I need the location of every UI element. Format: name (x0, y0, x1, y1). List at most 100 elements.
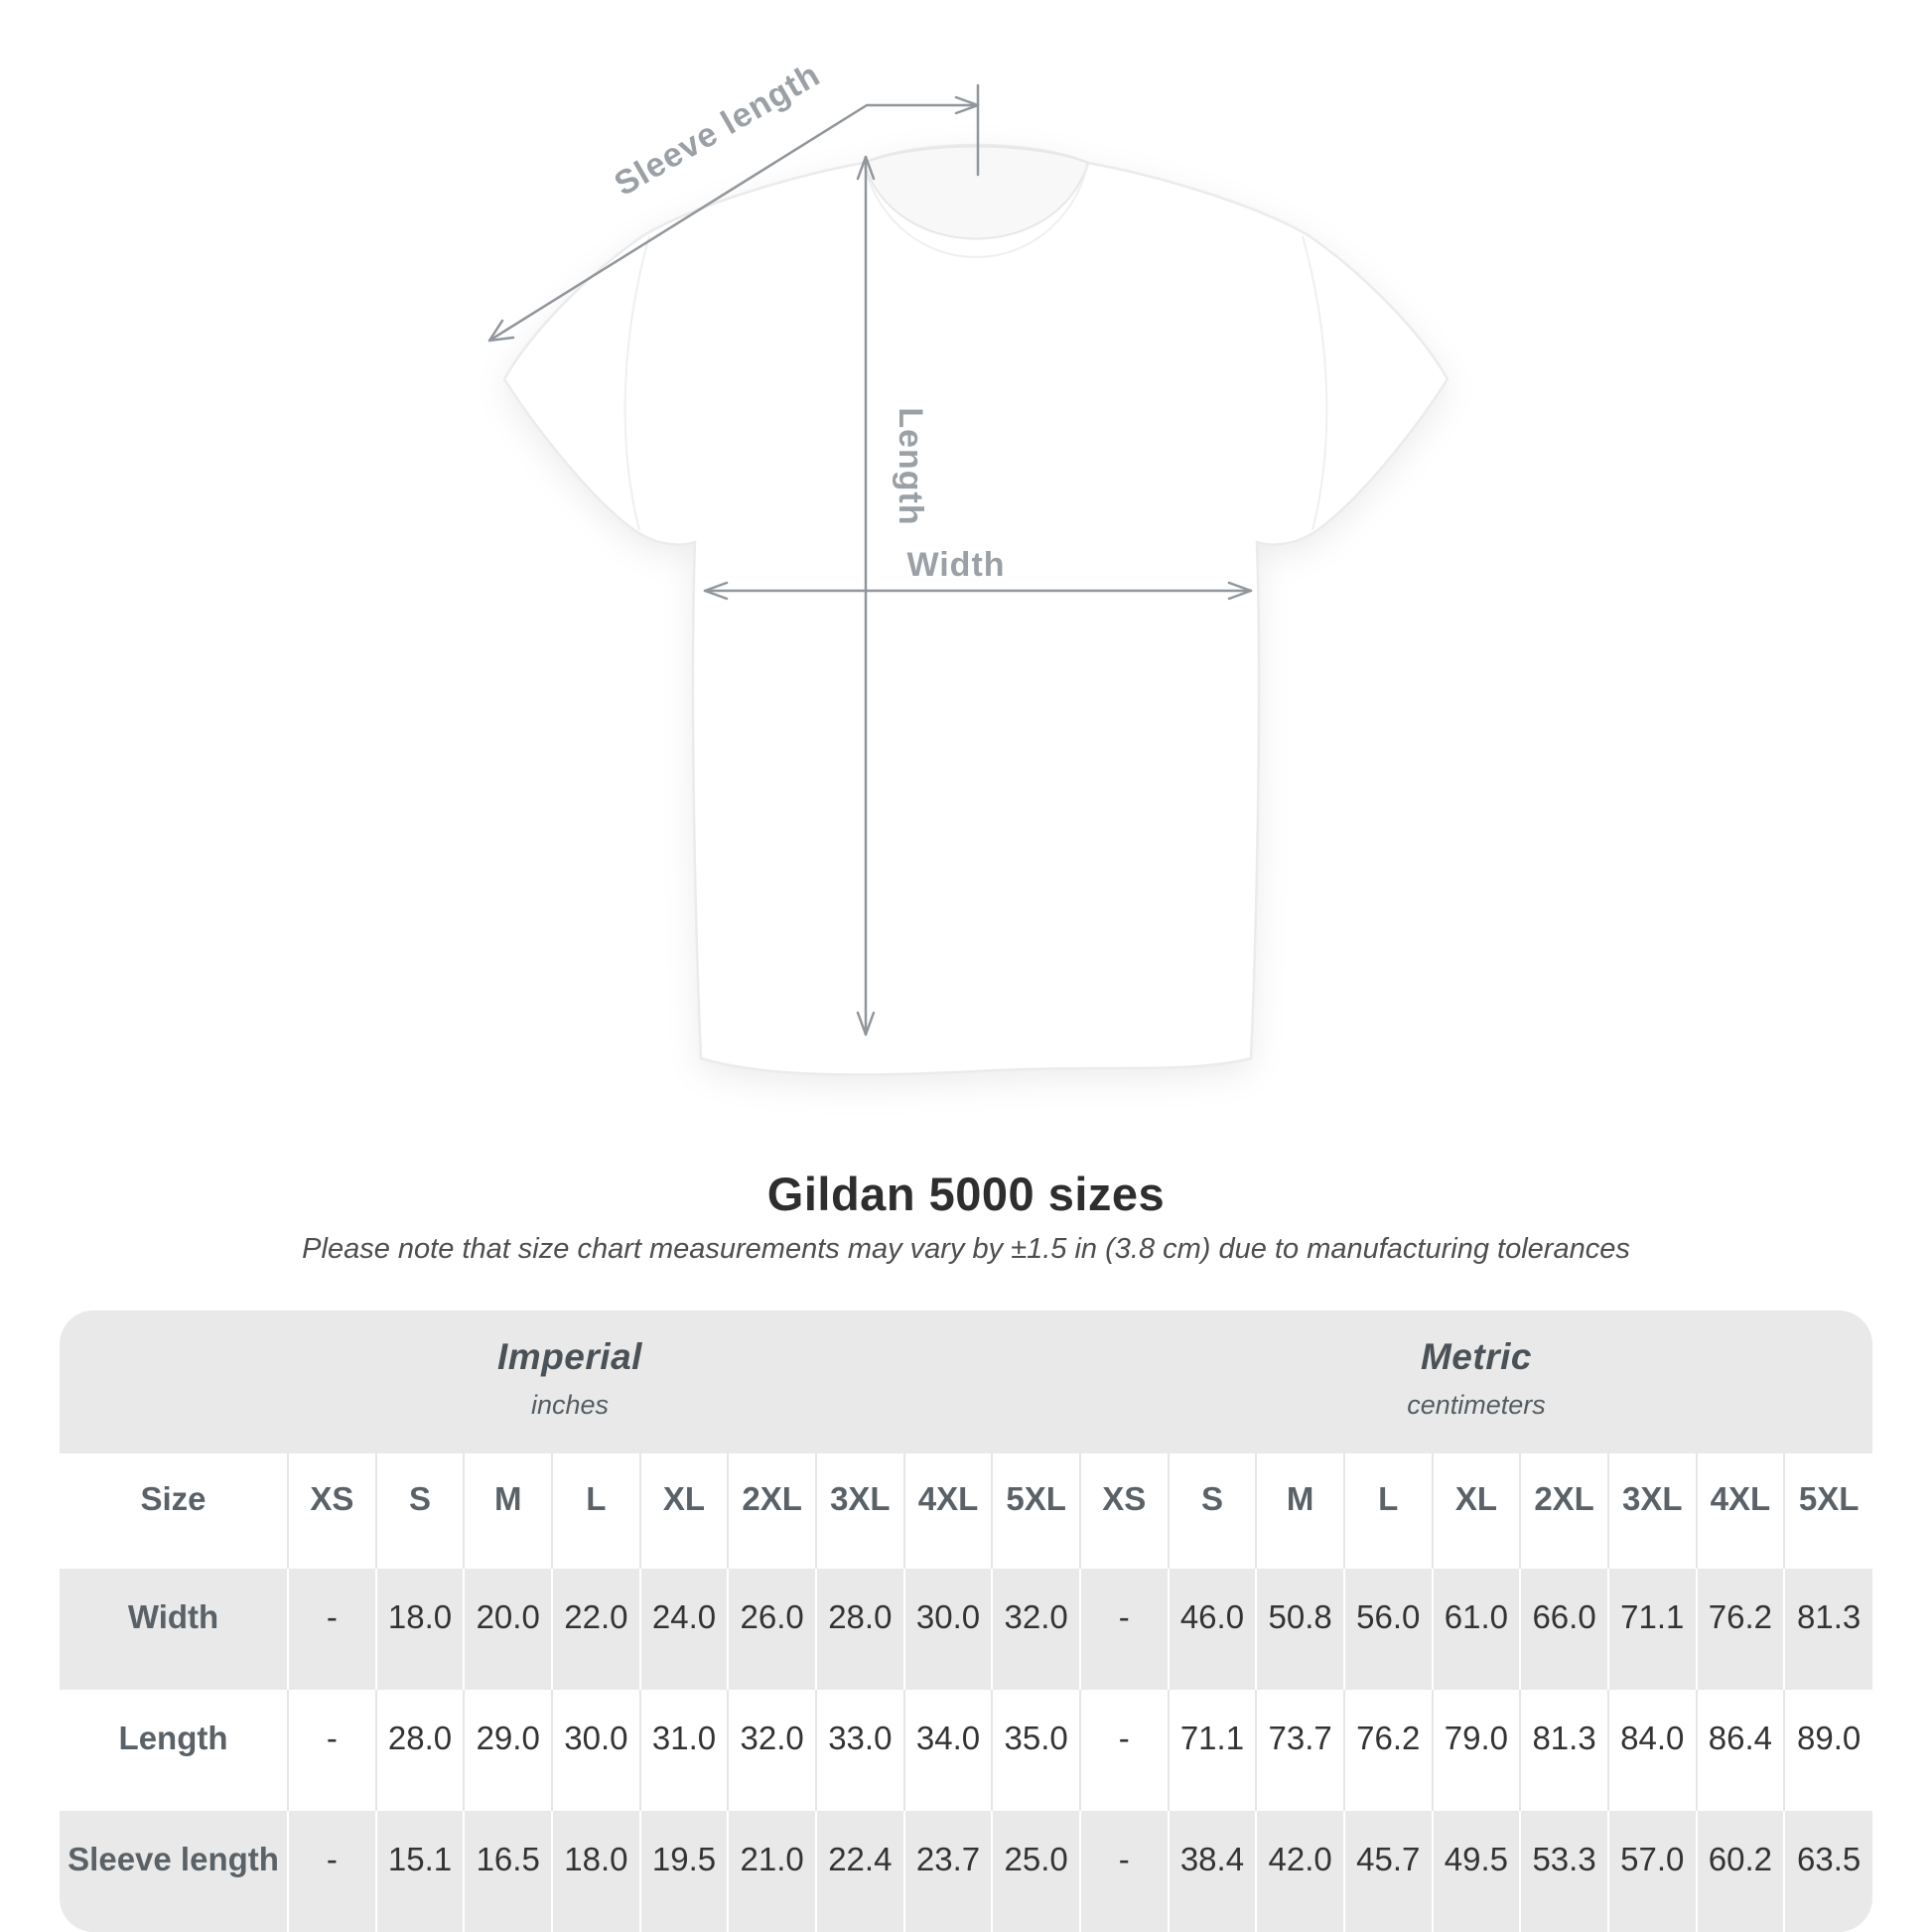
tolerance-note: Please note that size chart measurements… (302, 1233, 1630, 1265)
imperial-value-2xl: 26.0 (727, 1569, 816, 1690)
metric-value-5xl: 63.5 (1783, 1811, 1872, 1932)
length-label: Length (892, 407, 929, 525)
metric-value-l: 56.0 (1342, 1569, 1433, 1690)
size-chart-container: Imperial inches Metric centimeters Size … (60, 1311, 1872, 1932)
tshirt-collar-seam (863, 164, 1089, 258)
metric-value-3xl: 71.1 (1606, 1569, 1697, 1690)
imperial-value-4xl: 34.0 (902, 1690, 993, 1811)
width-measure: Width (703, 546, 1253, 601)
metric-value-xs: - (1078, 1690, 1169, 1811)
metric-value-xs: - (1078, 1569, 1169, 1690)
imperial-value-xl: 19.5 (638, 1811, 729, 1932)
imperial-label: Imperial (497, 1335, 642, 1377)
sizes-header-row: Size XS S M L XL 2XL 3XL 4XL 5XL XS S M L XL 2XL 3XL 4XL… (60, 1453, 1872, 1569)
size-header-metric-m: M (1255, 1453, 1344, 1569)
row-label: Width (127, 1598, 219, 1635)
metric-value-s: 46.0 (1167, 1569, 1257, 1690)
imperial-value-s: 18.0 (374, 1569, 465, 1690)
tshirt-neck-opening (862, 145, 1090, 240)
metric-value-4xl: 60.2 (1695, 1811, 1785, 1932)
metric-value-4xl: 76.2 (1695, 1569, 1785, 1690)
metric-value-l: 76.2 (1342, 1690, 1433, 1811)
tshirt-graphic (502, 143, 1449, 1076)
imperial-header-cell: Imperial inches (60, 1311, 1080, 1453)
tshirt-silhouette (502, 143, 1449, 1076)
width-label: Width (906, 546, 1005, 584)
metric-value-2xl: 66.0 (1519, 1569, 1608, 1690)
size-header-metric-2xl: 2XL (1519, 1453, 1608, 1569)
metric-label: Metric (1420, 1335, 1532, 1377)
size-header-metric-s: S (1167, 1453, 1257, 1569)
metric-value-2xl: 53.3 (1519, 1811, 1608, 1932)
table-row-sleeve-length: Sleeve length -15.1 16.5 18.0 19.5 21.0 22.4 23… (60, 1811, 1872, 1932)
size-header-metric-3xl: 3XL (1606, 1453, 1697, 1569)
imperial-value-5xl: 35.0 (991, 1690, 1080, 1811)
imperial-value-2xl: 21.0 (727, 1811, 816, 1932)
imperial-value-2xl: 32.0 (727, 1690, 816, 1811)
imperial-value-l: 22.0 (551, 1569, 640, 1690)
size-chart-table: Imperial inches Metric centimeters Size … (60, 1311, 1872, 1932)
metric-value-m: 50.8 (1255, 1569, 1344, 1690)
size-header-metric-5xl: 5XL (1783, 1453, 1872, 1569)
imperial-value-m: 29.0 (463, 1690, 553, 1811)
imperial-value-4xl: 30.0 (902, 1569, 993, 1690)
imperial-value-5xl: 32.0 (991, 1569, 1080, 1690)
size-header-metric-l: L (1342, 1453, 1433, 1569)
tshirt-measurement-diagram: Sleeve length Length Width (487, 56, 1449, 1076)
imperial-value-xs: - (287, 1569, 376, 1690)
metric-value-5xl: 81.3 (1783, 1569, 1872, 1690)
size-header-imperial-4xl: 4XL (902, 1453, 993, 1569)
imperial-value-l: 18.0 (551, 1811, 640, 1932)
size-header-imperial-5xl: 5XL (991, 1453, 1080, 1569)
row-label: Length (118, 1720, 228, 1756)
imperial-value-3xl: 22.4 (815, 1811, 904, 1932)
imperial-value-s: 28.0 (374, 1690, 465, 1811)
metric-value-m: 73.7 (1255, 1690, 1344, 1811)
imperial-value-5xl: 25.0 (991, 1811, 1080, 1932)
tshirt-right-sleeve-seam (1302, 235, 1328, 531)
metric-value-s: 71.1 (1167, 1690, 1257, 1811)
metric-value-s: 38.4 (1167, 1811, 1257, 1932)
size-header-imperial-3xl: 3XL (815, 1453, 904, 1569)
size-header-imperial-m: M (463, 1453, 553, 1569)
page-title: Gildan 5000 sizes (766, 1168, 1166, 1220)
metric-header-cell: Metric centimeters (1079, 1311, 1872, 1453)
size-header-imperial-xs: XS (287, 1453, 376, 1569)
size-header-metric-xl: XL (1431, 1453, 1521, 1569)
size-header-metric-4xl: 4XL (1695, 1453, 1785, 1569)
size-header-imperial-l: L (551, 1453, 640, 1569)
size-header-imperial-s: S (374, 1453, 465, 1569)
table-row-length: Length -28.0 29.0 30.0 31.0 32.0 33.0 34.0 35.0-… (60, 1690, 1872, 1811)
imperial-value-xs: - (287, 1690, 376, 1811)
metric-value-4xl: 86.4 (1695, 1690, 1785, 1811)
imperial-value-l: 30.0 (551, 1690, 640, 1811)
metric-value-3xl: 57.0 (1606, 1811, 1697, 1932)
tshirt-left-sleeve-seam (623, 235, 650, 531)
imperial-units: inches (530, 1389, 609, 1420)
metric-value-3xl: 84.0 (1606, 1690, 1697, 1811)
table-row-width: Width -18.0 20.0 22.0 24.0 26.0 28.0 30.0 32.0-4… (60, 1569, 1872, 1690)
metric-value-l: 45.7 (1342, 1811, 1433, 1932)
imperial-value-4xl: 23.7 (902, 1811, 993, 1932)
metric-value-xl: 61.0 (1431, 1569, 1521, 1690)
imperial-value-xl: 31.0 (638, 1690, 729, 1811)
metric-value-xl: 79.0 (1431, 1690, 1521, 1811)
imperial-value-xs: - (287, 1811, 376, 1932)
metric-value-xs: - (1078, 1811, 1169, 1932)
size-header-metric-xs: XS (1078, 1453, 1169, 1569)
size-header-imperial-2xl: 2XL (727, 1453, 816, 1569)
imperial-value-s: 15.1 (374, 1811, 465, 1932)
metric-value-2xl: 81.3 (1519, 1690, 1608, 1811)
metric-value-xl: 49.5 (1431, 1811, 1521, 1932)
imperial-value-m: 16.5 (463, 1811, 553, 1932)
metric-value-5xl: 89.0 (1783, 1690, 1872, 1811)
metric-value-m: 42.0 (1255, 1811, 1344, 1932)
size-column-header: Size (140, 1480, 207, 1517)
length-measure: Length (856, 155, 929, 1036)
imperial-value-m: 20.0 (463, 1569, 553, 1690)
size-header-imperial-xl: XL (638, 1453, 729, 1569)
units-header-row: Imperial inches Metric centimeters (60, 1311, 1872, 1453)
imperial-value-3xl: 33.0 (815, 1690, 904, 1811)
metric-units: centimeters (1407, 1389, 1546, 1420)
